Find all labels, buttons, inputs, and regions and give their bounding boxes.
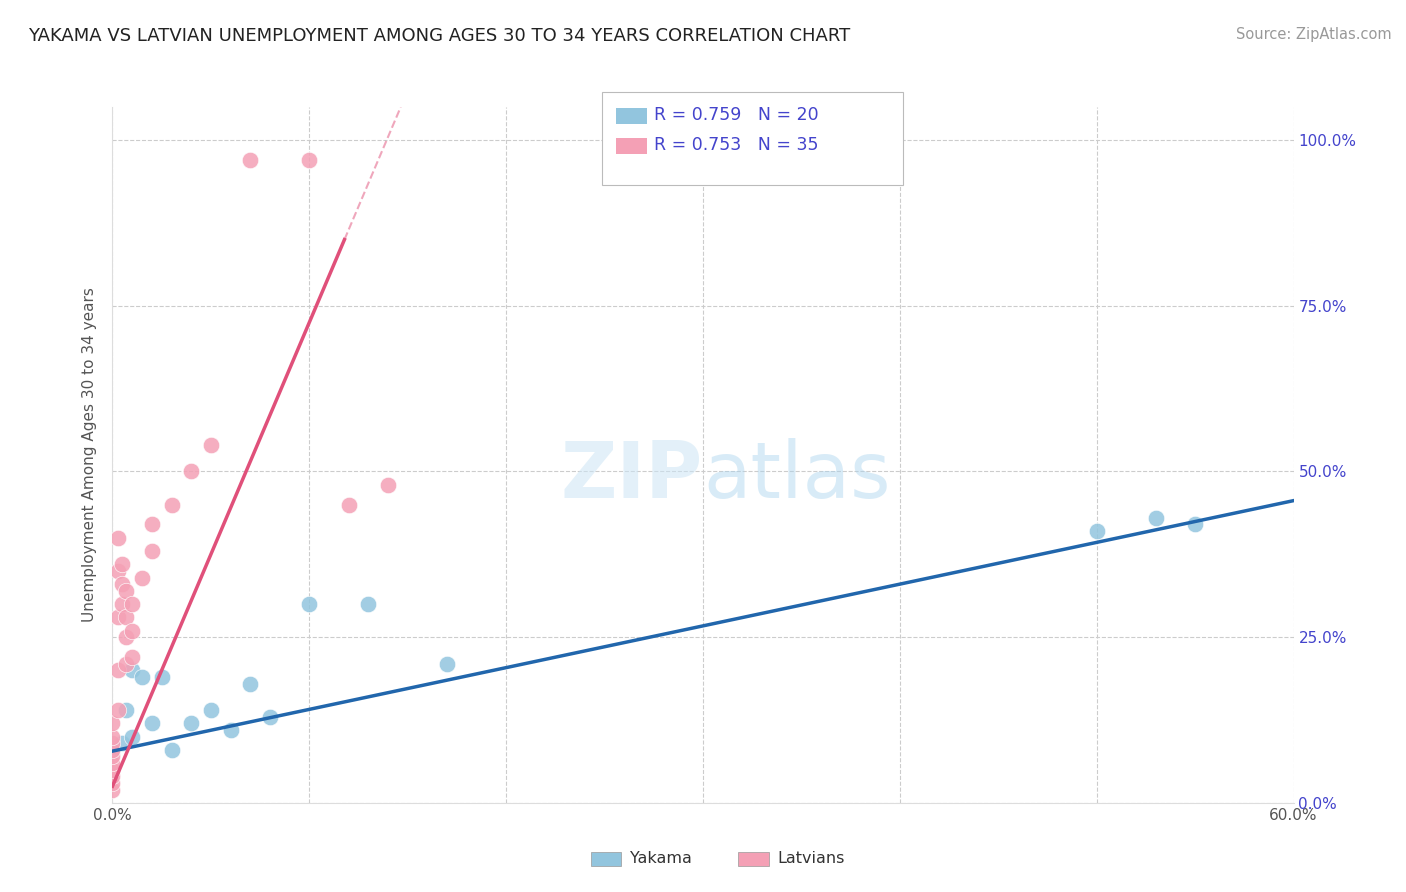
Point — [131, 570, 153, 584]
Point — [131, 670, 153, 684]
Point — [101, 736, 124, 750]
Point — [101, 716, 124, 731]
Point — [180, 465, 202, 479]
Text: Latvians: Latvians — [778, 852, 845, 866]
Point — [111, 736, 134, 750]
Point — [111, 577, 134, 591]
Point — [101, 743, 124, 757]
Point — [1184, 517, 1206, 532]
Point — [219, 723, 242, 737]
Point — [298, 597, 321, 611]
Point — [337, 498, 360, 512]
Point — [121, 624, 143, 638]
Point — [111, 597, 134, 611]
Point — [121, 650, 143, 665]
Point — [101, 756, 124, 770]
Point — [101, 776, 124, 790]
Point — [239, 153, 262, 167]
Point — [121, 730, 143, 744]
Point — [107, 531, 129, 545]
Point — [436, 657, 458, 671]
Point — [115, 657, 138, 671]
Point — [377, 477, 399, 491]
Text: R = 0.759   N = 20: R = 0.759 N = 20 — [654, 106, 818, 124]
Point — [107, 663, 129, 677]
Point — [121, 597, 143, 611]
Point — [239, 676, 262, 690]
Text: atlas: atlas — [703, 438, 890, 514]
Point — [259, 709, 281, 723]
Point — [200, 703, 222, 717]
Point — [101, 743, 124, 757]
Text: YAKAMA VS LATVIAN UNEMPLOYMENT AMONG AGES 30 TO 34 YEARS CORRELATION CHART: YAKAMA VS LATVIAN UNEMPLOYMENT AMONG AGE… — [28, 27, 851, 45]
Text: Source: ZipAtlas.com: Source: ZipAtlas.com — [1236, 27, 1392, 42]
Point — [180, 716, 202, 731]
Point — [101, 730, 124, 744]
Point — [101, 749, 124, 764]
Point — [101, 763, 124, 777]
Point — [121, 663, 143, 677]
Point — [1085, 524, 1108, 538]
Point — [141, 716, 163, 731]
Point — [141, 544, 163, 558]
Point — [115, 583, 138, 598]
Point — [160, 498, 183, 512]
Point — [115, 610, 138, 624]
Text: R = 0.753   N = 35: R = 0.753 N = 35 — [654, 136, 818, 153]
Point — [357, 597, 380, 611]
Point — [101, 769, 124, 783]
Point — [115, 703, 138, 717]
Y-axis label: Unemployment Among Ages 30 to 34 years: Unemployment Among Ages 30 to 34 years — [82, 287, 97, 623]
Text: ZIP: ZIP — [561, 438, 703, 514]
Text: Yakama: Yakama — [630, 852, 692, 866]
Point — [111, 558, 134, 572]
Point — [107, 703, 129, 717]
Point — [107, 610, 129, 624]
Point — [101, 782, 124, 797]
Point — [160, 743, 183, 757]
Point — [150, 670, 173, 684]
Point — [107, 564, 129, 578]
Point — [1144, 511, 1167, 525]
Point — [298, 153, 321, 167]
Point — [141, 517, 163, 532]
Point — [200, 438, 222, 452]
Point — [115, 630, 138, 644]
